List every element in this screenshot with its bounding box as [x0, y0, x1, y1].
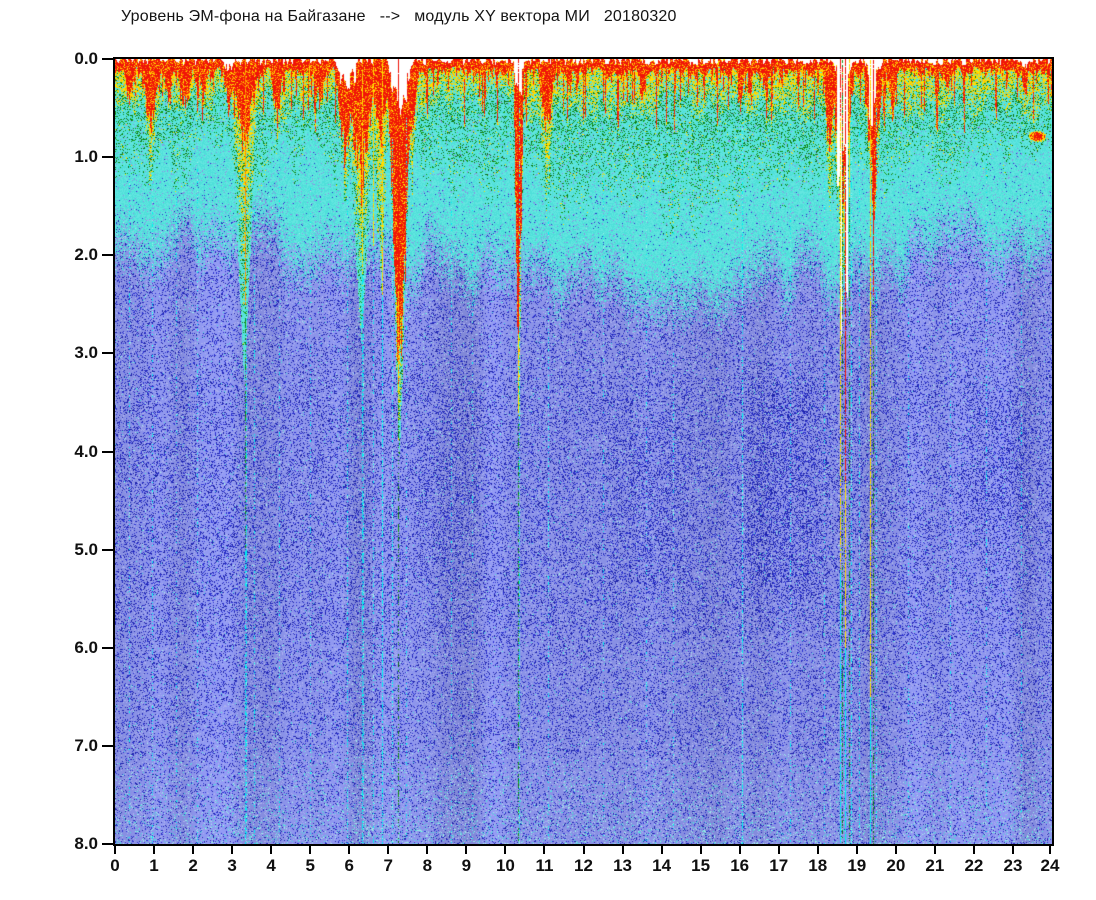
- x-axis-label: 9: [461, 856, 472, 875]
- x-axis-label: 17: [769, 856, 789, 875]
- y-axis-label: 5.0: [74, 539, 98, 559]
- y-axis-label: 0.0: [74, 49, 98, 68]
- x-axis-tick: [387, 845, 390, 854]
- x-axis-label: 0: [110, 856, 120, 875]
- x-axis-tick: [660, 845, 663, 854]
- y-axis-tick: [102, 744, 113, 747]
- x-axis-label: 10: [495, 856, 515, 875]
- x-axis-tick: [348, 845, 351, 854]
- y-axis-label: 6.0: [74, 637, 98, 657]
- x-axis-tick: [504, 845, 507, 854]
- x-axis-tick: [192, 845, 195, 854]
- chart-plot-area: [113, 57, 1054, 846]
- x-axis-label: 8: [422, 856, 433, 875]
- x-axis-label: 5: [305, 856, 315, 875]
- y-axis-tick: [102, 58, 113, 60]
- x-axis-label: 15: [691, 856, 711, 875]
- x-axis-tick: [270, 845, 273, 854]
- x-axis-label: 4: [266, 856, 276, 875]
- y-axis-tick: [102, 254, 113, 257]
- x-axis-tick: [816, 845, 819, 854]
- y-axis-tick: [102, 843, 113, 845]
- x-axis-label: 14: [652, 856, 672, 875]
- x-axis-label: 20: [886, 856, 906, 875]
- x-axis-tick: [582, 845, 585, 854]
- x-axis-label: 24: [1040, 856, 1060, 875]
- x-axis-label: 13: [613, 856, 632, 875]
- x-axis-label: 1: [149, 856, 159, 875]
- x-axis-label: 19: [847, 856, 867, 875]
- x-axis-tick: [855, 845, 858, 854]
- y-axis-label: 7.0: [74, 735, 98, 755]
- x-axis-tick: [894, 845, 897, 854]
- chart-title: Уровень ЭМ-фона на Байгазане --> модуль …: [121, 8, 677, 25]
- x-axis-tick: [699, 845, 702, 854]
- y-axis-label: 1.0: [74, 147, 98, 167]
- x-axis-tick: [153, 845, 156, 854]
- y-axis-tick: [102, 646, 113, 649]
- x-axis-label: 7: [383, 856, 394, 875]
- x-axis-label: 22: [964, 856, 984, 875]
- x-axis-tick: [231, 845, 234, 854]
- y-axis-tick: [102, 156, 113, 159]
- x-axis-label: 23: [1003, 856, 1023, 875]
- x-axis-tick: [777, 845, 780, 854]
- x-axis-label: 2: [188, 856, 198, 875]
- y-axis-tick: [102, 352, 113, 355]
- x-axis-tick: [933, 845, 936, 854]
- x-axis-label: 21: [925, 856, 945, 875]
- x-axis-tick: [1011, 845, 1014, 854]
- x-axis-label: 16: [730, 856, 750, 875]
- x-axis-label: 12: [574, 856, 593, 875]
- y-axis-tick: [102, 548, 113, 551]
- x-axis-tick: [972, 845, 975, 854]
- x-axis-label: 18: [808, 856, 828, 875]
- x-axis-tick: [738, 845, 741, 854]
- x-axis-tick: [426, 845, 429, 854]
- x-axis-label: 6: [344, 856, 354, 875]
- y-axis-label: 4.0: [74, 441, 98, 461]
- x-axis-tick: [621, 845, 624, 854]
- x-axis-tick: [465, 845, 468, 854]
- y-axis-label: 8.0: [74, 834, 98, 853]
- x-axis-tick: [543, 845, 546, 854]
- x-axis-tick: [114, 845, 116, 854]
- heatmap-canvas: [115, 59, 1052, 844]
- x-axis-tick: [1049, 845, 1051, 854]
- y-axis-label: 3.0: [74, 343, 98, 363]
- y-axis-tick: [102, 450, 113, 453]
- x-axis-label: 3: [227, 856, 237, 875]
- x-axis-label: 11: [535, 856, 554, 875]
- y-axis-label: 2.0: [74, 245, 98, 265]
- x-axis-tick: [309, 845, 312, 854]
